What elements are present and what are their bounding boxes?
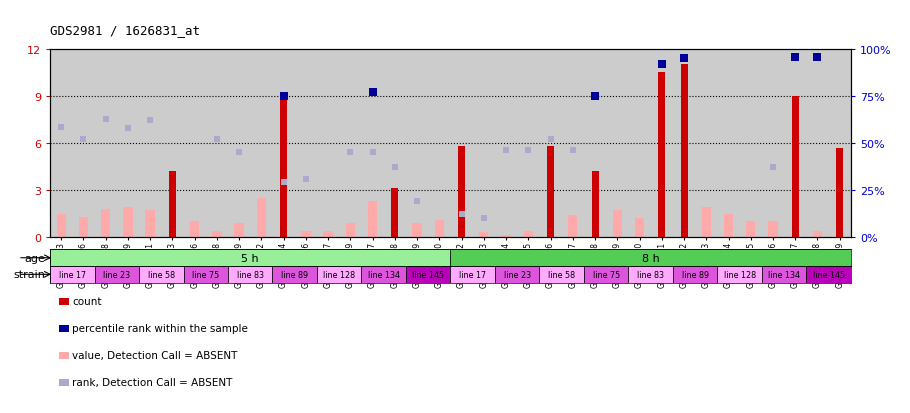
Bar [672, 266, 717, 283]
Text: value, Detection Call = ABSENT: value, Detection Call = ABSENT [72, 350, 238, 360]
Text: line 23: line 23 [103, 270, 130, 279]
Bar [592, 172, 599, 237]
Bar [792, 97, 799, 237]
Bar [501, 236, 511, 237]
Bar [50, 266, 95, 283]
Bar [257, 198, 266, 237]
Bar [813, 231, 822, 237]
Bar [146, 211, 155, 237]
Bar [450, 266, 495, 283]
Text: line 83: line 83 [237, 270, 264, 279]
Bar [547, 147, 554, 237]
Text: line 17: line 17 [460, 270, 486, 279]
Text: rank, Detection Call = ABSENT: rank, Detection Call = ABSENT [72, 377, 232, 387]
Bar [762, 266, 806, 283]
Text: line 145: line 145 [813, 270, 844, 279]
Text: line 83: line 83 [637, 270, 664, 279]
Text: 8 h: 8 h [642, 253, 660, 263]
Bar [79, 217, 88, 237]
Bar [280, 97, 288, 237]
Text: GDS2981 / 1626831_at: GDS2981 / 1626831_at [50, 24, 200, 37]
Bar [56, 214, 66, 237]
Bar [836, 148, 844, 237]
Bar [228, 266, 272, 283]
Text: line 23: line 23 [503, 270, 531, 279]
Text: line 58: line 58 [548, 270, 575, 279]
Bar [723, 214, 733, 237]
Bar [635, 219, 644, 237]
Text: line 89: line 89 [281, 270, 308, 279]
Bar [412, 223, 421, 237]
Text: count: count [72, 297, 101, 306]
Bar [450, 250, 851, 266]
Bar [169, 172, 176, 237]
Bar [658, 73, 665, 237]
Bar [368, 202, 378, 237]
Bar [95, 266, 139, 283]
Bar [323, 231, 333, 237]
Bar [458, 147, 465, 237]
Bar [584, 266, 629, 283]
Text: line 134: line 134 [768, 270, 800, 279]
Bar [184, 266, 228, 283]
Bar [523, 231, 533, 237]
Text: percentile rank within the sample: percentile rank within the sample [72, 323, 248, 333]
Text: strain: strain [14, 270, 46, 280]
Bar [629, 266, 672, 283]
Bar [612, 211, 622, 237]
Text: line 75: line 75 [592, 270, 620, 279]
Bar [435, 220, 444, 237]
Text: age: age [25, 253, 46, 263]
Text: line 128: line 128 [323, 270, 355, 279]
Bar [495, 266, 540, 283]
Bar [190, 222, 199, 237]
Bar [717, 266, 762, 283]
Bar [568, 216, 578, 237]
Bar [746, 222, 755, 237]
Bar [123, 208, 133, 237]
Bar [272, 266, 317, 283]
Bar [540, 266, 584, 283]
Bar [806, 266, 851, 283]
Text: line 128: line 128 [723, 270, 755, 279]
Bar [391, 189, 399, 237]
Bar [681, 65, 688, 237]
Bar [317, 266, 361, 283]
Text: line 58: line 58 [147, 270, 175, 279]
Bar [212, 231, 221, 237]
Bar [235, 223, 244, 237]
Bar [406, 266, 450, 283]
Text: line 17: line 17 [59, 270, 86, 279]
Bar [301, 231, 310, 237]
Bar [50, 250, 450, 266]
Bar [768, 222, 778, 237]
Bar [480, 233, 489, 237]
Text: line 75: line 75 [192, 270, 219, 279]
Text: line 134: line 134 [368, 270, 399, 279]
Text: line 145: line 145 [412, 270, 444, 279]
Bar [702, 208, 711, 237]
Text: line 89: line 89 [682, 270, 709, 279]
Bar [101, 209, 110, 237]
Bar [139, 266, 184, 283]
Text: 5 h: 5 h [241, 253, 259, 263]
Bar [346, 223, 355, 237]
Bar [361, 266, 406, 283]
